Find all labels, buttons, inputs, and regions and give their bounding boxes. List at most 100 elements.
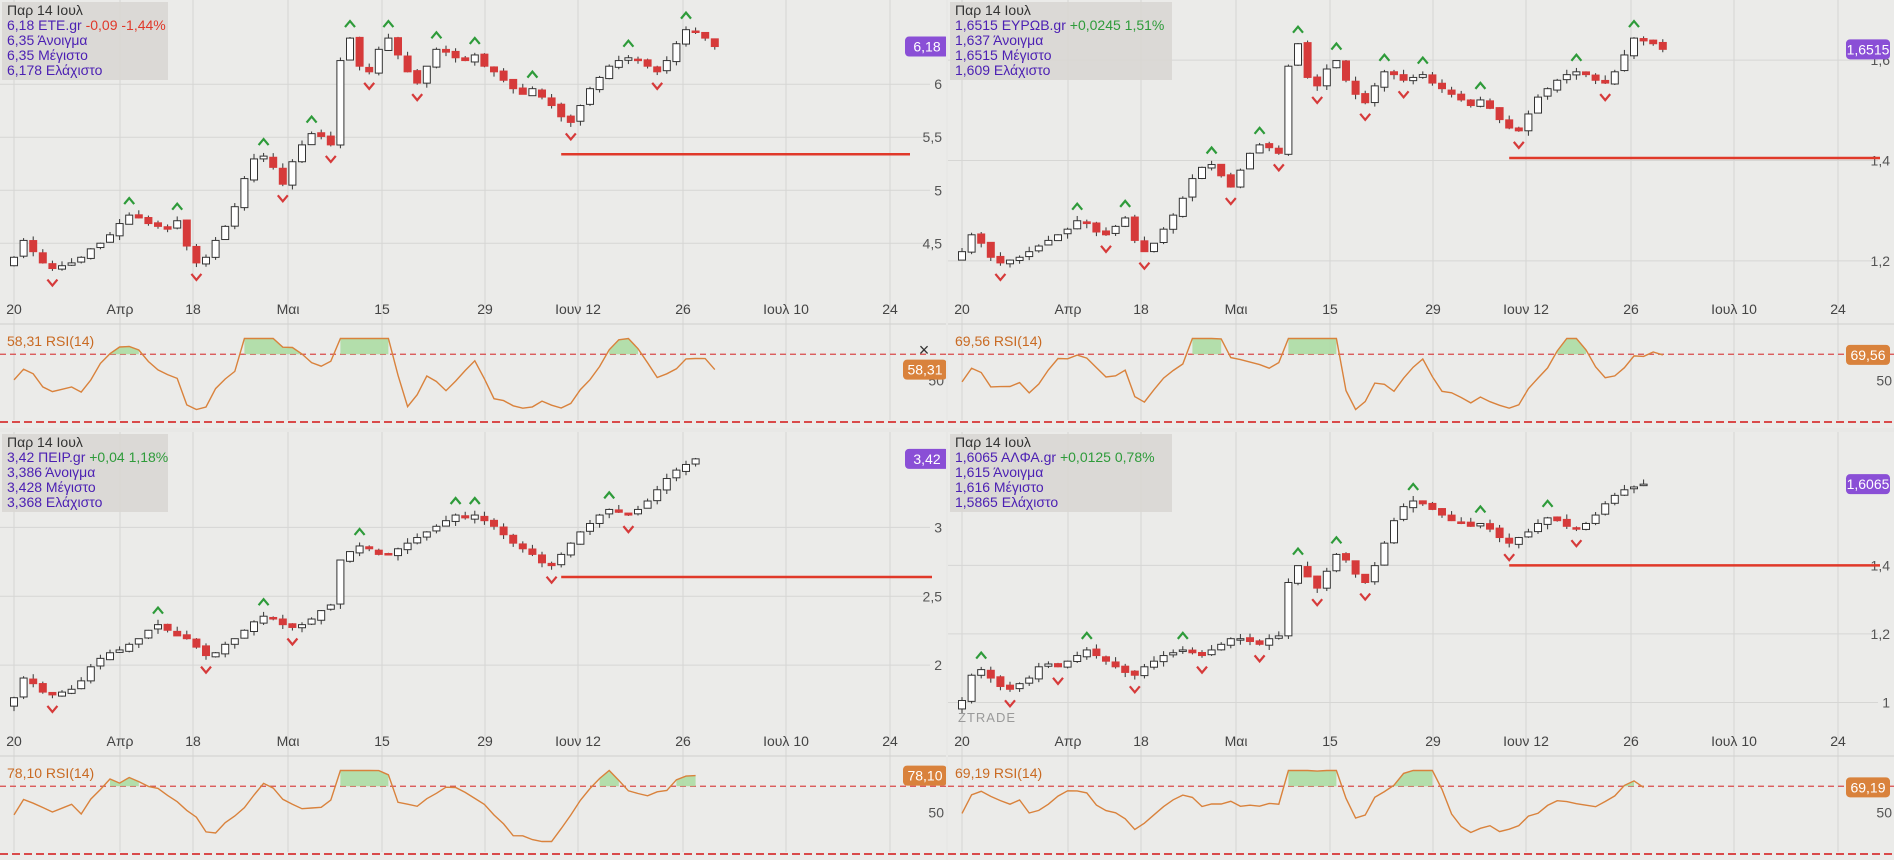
candle-body (269, 156, 278, 168)
swing-low-marker (1224, 197, 1237, 206)
swing-low-marker (324, 155, 337, 164)
rsi-tick-label: 50 (1876, 373, 1892, 389)
candle-body (211, 239, 220, 258)
swing-low-marker (1311, 96, 1324, 105)
candle-body (1495, 107, 1504, 121)
candle-body (595, 514, 604, 524)
candle-body (1591, 74, 1600, 81)
info-low: 1,5865 Ελάχιστο (955, 494, 1058, 510)
candle-body (86, 248, 95, 259)
candle-body (192, 245, 201, 264)
x-tick-label: Ιουλ 10 (763, 733, 809, 749)
candle-body (1073, 220, 1082, 230)
candle-body (518, 87, 527, 95)
candle-body (1553, 79, 1562, 91)
candle-body (365, 66, 374, 73)
x-tick-label: Ιουν 12 (555, 301, 601, 317)
candle-body (461, 515, 470, 519)
candle-body (653, 489, 662, 502)
swing-high-marker (171, 201, 184, 211)
candle-body (1236, 169, 1245, 188)
candle-body (1457, 521, 1466, 524)
candle-body (1514, 127, 1523, 132)
info-symbol-line: 6,18 ETE.gr -0,09 -1,44% (7, 17, 166, 33)
swing-high-marker (1474, 504, 1487, 514)
swing-low-marker (1272, 163, 1285, 173)
candle-body (259, 615, 268, 624)
candle-body (1370, 565, 1379, 583)
candle-body (1284, 65, 1293, 155)
candle-body (1562, 74, 1571, 81)
candle-body (1438, 508, 1446, 516)
x-tick-label: Απρ (107, 733, 134, 749)
x-tick-label: 29 (1425, 733, 1441, 749)
swing-high-marker (1541, 499, 1554, 508)
candle-body (1514, 537, 1523, 545)
swing-low-marker (286, 637, 299, 647)
info-high: 1,616 Μέγιστο (955, 479, 1044, 495)
candle-body (547, 97, 556, 107)
candle-body (470, 54, 479, 63)
candle-body (624, 57, 633, 61)
candle-body (48, 263, 57, 270)
candle-body (1130, 216, 1139, 241)
candle-body (1351, 80, 1360, 95)
info-symbol-line: 1,6065 ΑΛΦΑ.gr +0,0125 0,78% (955, 449, 1155, 465)
candle-body (442, 48, 450, 53)
rsi-label: 69,56 RSI(14) (955, 333, 1042, 349)
candle-body (566, 542, 575, 556)
candle-body (614, 509, 623, 513)
swing-low-marker (276, 194, 289, 203)
candle-body (490, 519, 498, 527)
candle-body (1198, 651, 1206, 657)
candle-body (1505, 537, 1514, 544)
candle-body (346, 37, 354, 61)
candle-body (125, 214, 134, 225)
candle-body (1476, 522, 1485, 527)
x-tick-label: Ιουλ 10 (1711, 301, 1757, 317)
candle-body (977, 233, 986, 244)
candle-body (518, 543, 527, 550)
candle-body (67, 262, 76, 266)
candle-body (1178, 197, 1187, 217)
candle-body (240, 629, 249, 639)
candle-body (96, 657, 105, 667)
candle-body (1649, 39, 1658, 45)
candle-body (986, 241, 995, 258)
rsi-line (961, 337, 1664, 411)
chart-panel-alpha[interactable]: 1,4 1,2 1 1,6065 Παρ 14 Ιουλ 1,6065 ΑΛΦΑ.gr +… (948, 432, 1894, 860)
swing-low-marker (200, 665, 212, 675)
candle-body (403, 542, 412, 551)
candle-body (1140, 666, 1149, 677)
candle-body (250, 621, 258, 632)
candle-body (394, 548, 402, 557)
candle-body (173, 220, 182, 229)
candle-body (691, 458, 700, 465)
info-date: Παρ 14 Ιουλ (955, 2, 1031, 18)
chart-panel-eurob[interactable]: 1,6 1,4 1,2 1,6515 Παρ 14 Ιουλ 1,6515 ΕΥΡΩΒ.g… (948, 0, 1894, 430)
candle-body (1342, 60, 1350, 81)
candle-body (1178, 649, 1187, 652)
swing-high-marker (1416, 55, 1429, 65)
candle-body (1265, 143, 1274, 149)
candle-body (298, 624, 306, 629)
candle-body (1255, 144, 1264, 154)
rsi-overbought-fill (1288, 338, 1337, 355)
last-price-badge (1846, 474, 1890, 495)
chart-panel-ete[interactable]: 6 5,5 5 4,5 6,18 Παρ 14 Ιουλ 6,18 ETE.gr -0,09… (0, 0, 946, 430)
candle-body (413, 70, 422, 84)
candle-body (19, 239, 28, 257)
swing-low-marker (1599, 93, 1612, 102)
info-box (950, 434, 1172, 512)
chart-panel-peir[interactable]: 3 2,5 2 3,42 Παρ 14 Ιουλ 3,42 ΠΕΙΡ.gr +0,04 1… (0, 432, 946, 860)
candle-body (547, 562, 556, 567)
candle-body (1226, 638, 1235, 646)
x-tick-label: 18 (185, 301, 201, 317)
candle-body (1159, 655, 1168, 663)
swing-high-marker (353, 527, 366, 536)
candle-body (384, 553, 393, 556)
candle-body (1466, 521, 1475, 527)
candle-body (1121, 217, 1130, 227)
candle-body (470, 514, 479, 520)
